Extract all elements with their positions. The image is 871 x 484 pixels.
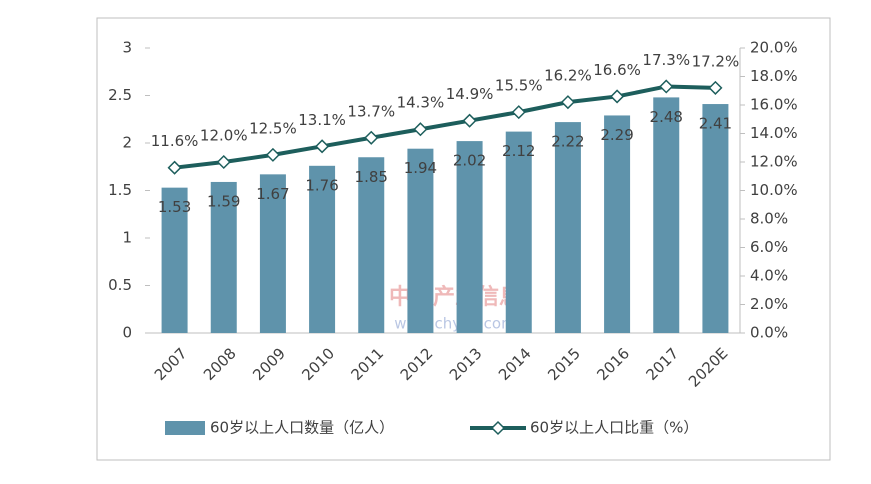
bar-value-label: 1.85 xyxy=(355,168,388,186)
y-tick-label: 2 xyxy=(122,134,132,152)
y-tick-label: 1 xyxy=(122,229,132,247)
y2-tick-label: 4.0% xyxy=(750,267,788,285)
line-value-label: 15.5% xyxy=(495,77,543,95)
bar xyxy=(653,97,680,334)
line-marker xyxy=(216,154,231,170)
bar xyxy=(407,148,434,333)
line-value-label: 16.2% xyxy=(544,67,592,85)
line-value-label: 11.6% xyxy=(151,132,199,150)
y2-tick-label: 0.0% xyxy=(750,324,788,342)
bar-value-label: 2.12 xyxy=(502,142,535,160)
line-marker xyxy=(659,79,674,94)
legend-swatch xyxy=(165,421,205,435)
bar xyxy=(604,115,631,333)
bar-value-label: 2.41 xyxy=(699,115,732,133)
line-value-label: 14.9% xyxy=(446,85,494,103)
line-marker xyxy=(511,105,526,120)
line-marker xyxy=(315,139,330,154)
line-marker xyxy=(708,80,723,95)
bar xyxy=(358,157,385,333)
bar-value-label: 1.53 xyxy=(158,198,191,216)
legend-label: 60岁以上人口数量（亿人） xyxy=(210,419,394,437)
y-tick-label: 1.5 xyxy=(108,181,132,199)
line-value-label: 13.7% xyxy=(347,102,395,120)
y-tick-label: 3 xyxy=(122,39,132,57)
bar-value-label: 1.59 xyxy=(207,192,240,210)
legend-swatch-marker xyxy=(490,420,506,436)
bar xyxy=(259,174,286,333)
bar-value-label: 2.02 xyxy=(453,152,486,170)
bar xyxy=(554,122,581,333)
line-marker xyxy=(413,122,428,137)
bar xyxy=(702,104,729,333)
bar xyxy=(505,131,532,333)
y2-tick-label: 18.0% xyxy=(750,67,798,85)
bar-value-label: 1.94 xyxy=(404,159,437,177)
y2-tick-label: 8.0% xyxy=(750,210,788,228)
line-value-label: 12.5% xyxy=(249,119,297,137)
y2-tick-label: 20.0% xyxy=(750,39,798,57)
y2-tick-label: 12.0% xyxy=(750,153,798,171)
y2-tick-label: 10.0% xyxy=(750,181,798,199)
y-tick-label: 0.5 xyxy=(108,276,132,294)
y2-tick-label: 2.0% xyxy=(750,295,788,313)
bar-value-label: 1.67 xyxy=(256,185,289,203)
bar xyxy=(309,165,336,333)
line-value-label: 17.2% xyxy=(692,52,740,70)
line-value-label: 13.1% xyxy=(298,111,346,129)
bar-value-label: 2.29 xyxy=(600,126,633,144)
legend-label: 60岁以上人口比重（%） xyxy=(530,419,698,437)
bar-value-label: 1.76 xyxy=(305,176,338,194)
line-value-label: 16.6% xyxy=(593,61,641,79)
y2-tick-label: 14.0% xyxy=(750,124,798,142)
line-marker xyxy=(364,130,379,145)
bar xyxy=(161,187,188,333)
bar xyxy=(210,181,237,333)
line-value-label: 17.3% xyxy=(642,51,690,69)
y2-tick-label: 16.0% xyxy=(750,96,798,114)
y-tick-label: 2.5 xyxy=(108,86,132,104)
line-value-label: 14.3% xyxy=(397,94,445,112)
line-marker xyxy=(610,89,625,104)
bar-value-label: 2.48 xyxy=(650,108,683,126)
line-marker xyxy=(265,147,280,162)
bar xyxy=(456,141,483,333)
bar-value-label: 2.22 xyxy=(551,133,584,151)
line-marker xyxy=(560,95,575,110)
y2-tick-label: 6.0% xyxy=(750,238,788,256)
line xyxy=(174,84,716,170)
line-marker xyxy=(167,160,182,175)
line-marker xyxy=(462,113,477,128)
line-value-label: 12.0% xyxy=(200,127,248,145)
y-tick-label: 0 xyxy=(122,324,132,342)
